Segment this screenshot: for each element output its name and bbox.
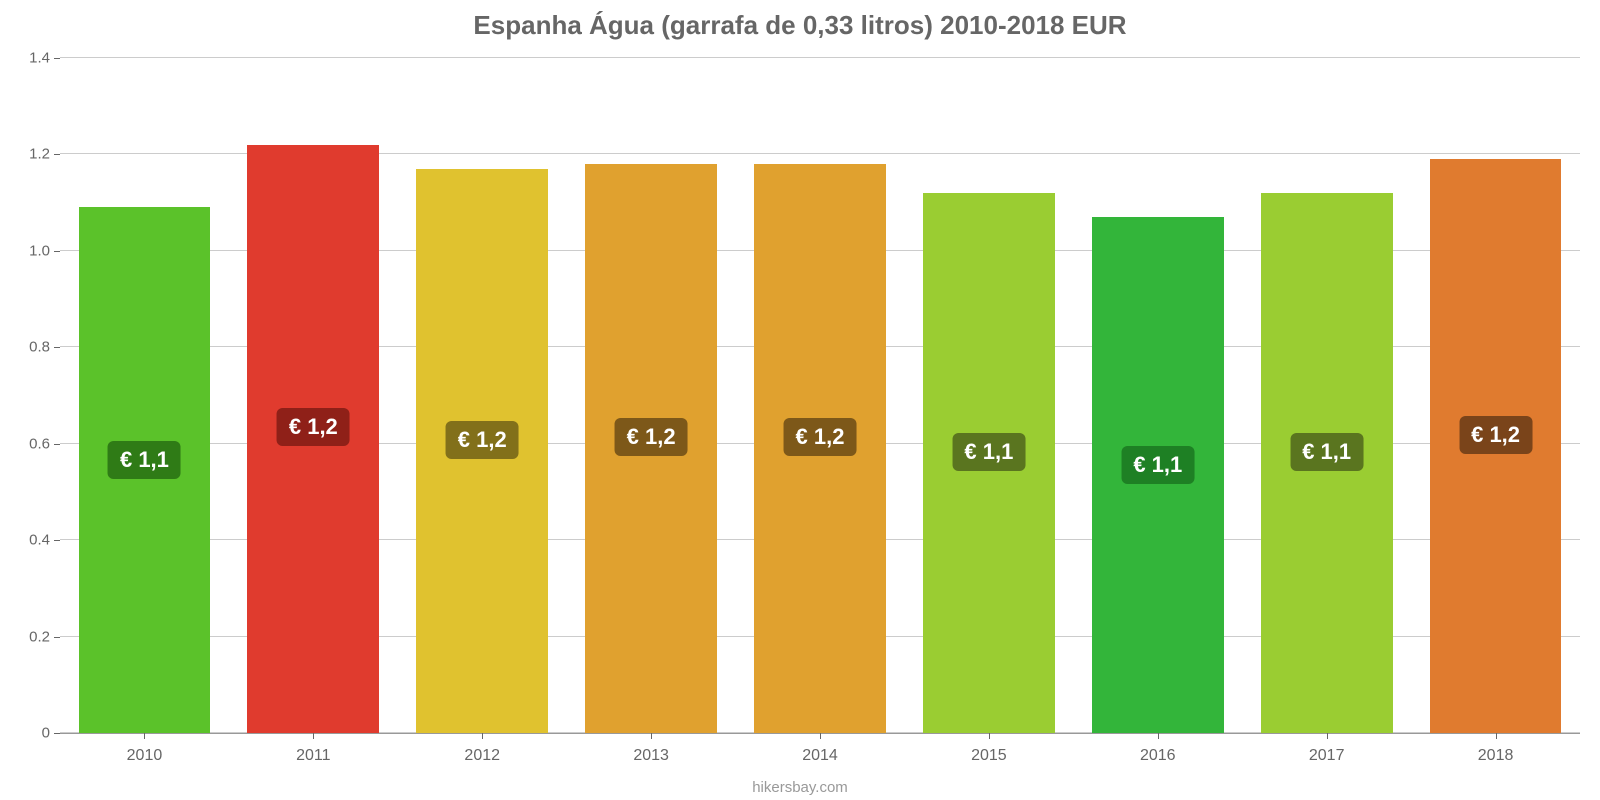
x-tick-mark <box>1496 733 1497 739</box>
bar-slot: € 1,12016 <box>1073 58 1242 733</box>
bar-value-label: € 1,2 <box>615 418 688 456</box>
bar-slot: € 1,22014 <box>736 58 905 733</box>
bars-container: € 1,12010€ 1,22011€ 1,22012€ 1,22013€ 1,… <box>60 58 1580 733</box>
x-tick-mark <box>313 733 314 739</box>
y-tick-label: 1.4 <box>29 50 50 67</box>
x-tick-mark <box>1158 733 1159 739</box>
bar-slot: € 1,22018 <box>1411 58 1580 733</box>
x-tick-mark <box>651 733 652 739</box>
bar-value-label: € 1,1 <box>108 441 181 479</box>
y-tick-label: 1.2 <box>29 146 50 163</box>
x-tick-label: 2017 <box>1309 747 1345 765</box>
bar: € 1,2 <box>585 164 717 733</box>
source-label: hikersbay.com <box>0 779 1600 796</box>
y-tick-mark <box>54 733 60 734</box>
bar-slot: € 1,12017 <box>1242 58 1411 733</box>
bar-value-label: € 1,1 <box>1121 446 1194 484</box>
x-tick-label: 2012 <box>464 747 500 765</box>
bar-slot: € 1,22011 <box>229 58 398 733</box>
x-tick-label: 2011 <box>296 747 330 765</box>
bar-value-label: € 1,1 <box>952 433 1025 471</box>
bar-value-label: € 1,2 <box>446 421 519 459</box>
y-tick-label: 1.0 <box>29 242 50 259</box>
bar: € 1,1 <box>923 193 1055 733</box>
x-tick-mark <box>989 733 990 739</box>
bar: € 1,2 <box>247 145 379 733</box>
x-tick-mark <box>1327 733 1328 739</box>
x-tick-mark <box>482 733 483 739</box>
x-tick-mark <box>820 733 821 739</box>
bar: € 1,1 <box>79 207 211 733</box>
bar-value-label: € 1,2 <box>277 408 350 446</box>
x-tick-label: 2016 <box>1140 747 1176 765</box>
y-tick-label: 0.6 <box>29 435 50 452</box>
y-tick-label: 0.4 <box>29 532 50 549</box>
x-tick-mark <box>144 733 145 739</box>
y-tick-label: 0.2 <box>29 628 50 645</box>
bar-value-label: € 1,1 <box>1290 433 1363 471</box>
y-tick-label: 0 <box>42 725 50 742</box>
plot-area: 00.20.40.60.81.01.21.4 € 1,12010€ 1,2201… <box>60 58 1580 734</box>
bar-slot: € 1,22012 <box>398 58 567 733</box>
x-tick-label: 2015 <box>971 747 1007 765</box>
bar: € 1,2 <box>754 164 886 733</box>
bar-slot: € 1,22013 <box>567 58 736 733</box>
bar-slot: € 1,12010 <box>60 58 229 733</box>
bar: € 1,2 <box>416 169 548 733</box>
bar: € 1,1 <box>1261 193 1393 733</box>
chart-title: Espanha Água (garrafa de 0,33 litros) 20… <box>0 10 1600 41</box>
x-tick-label: 2014 <box>802 747 838 765</box>
bar: € 1,1 <box>1092 217 1224 733</box>
price-chart: Espanha Água (garrafa de 0,33 litros) 20… <box>0 0 1600 800</box>
bar: € 1,2 <box>1430 159 1562 733</box>
x-tick-label: 2018 <box>1478 747 1514 765</box>
bar-value-label: € 1,2 <box>784 418 857 456</box>
y-tick-label: 0.8 <box>29 339 50 356</box>
x-tick-label: 2013 <box>633 747 669 765</box>
x-tick-label: 2010 <box>127 747 163 765</box>
bar-slot: € 1,12015 <box>904 58 1073 733</box>
bar-value-label: € 1,2 <box>1459 416 1532 454</box>
